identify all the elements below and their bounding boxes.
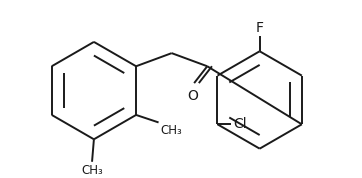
Text: CH₃: CH₃ [81,164,103,177]
Text: Cl: Cl [233,117,247,131]
Text: O: O [187,89,198,103]
Text: F: F [256,21,264,35]
Text: CH₃: CH₃ [160,124,182,137]
